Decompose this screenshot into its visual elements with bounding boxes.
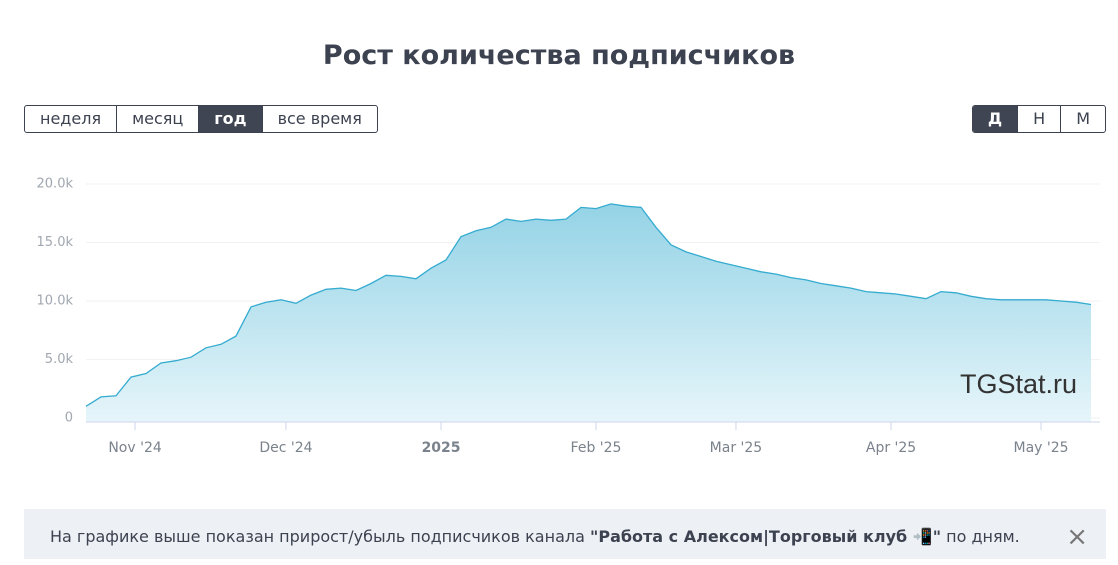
toggle-button[interactable]: М — [1060, 106, 1105, 132]
toggle-button[interactable]: месяц — [116, 106, 198, 132]
x-tick-label: 2025 — [422, 440, 461, 456]
period-group: неделя месяц год все время — [24, 105, 378, 133]
note-after: по дням. — [946, 527, 1020, 546]
toggle-button[interactable]: неделя — [40, 109, 102, 128]
y-tick-label: 10.0k — [37, 294, 74, 309]
x-tick-label: May '25 — [1014, 440, 1069, 456]
note-before: На графике выше показан прирост/убыль по… — [50, 527, 585, 546]
x-tick-label: Apr '25 — [866, 440, 916, 456]
toggle-button[interactable]: Д — [972, 106, 1018, 132]
note: На графике выше показан прирост/убыль по… — [24, 509, 1106, 559]
y-tick-label: 0 — [65, 411, 73, 426]
area — [86, 203, 1091, 422]
x-tick-label: Dec '24 — [259, 440, 312, 456]
y-tick-label: 5.0k — [45, 352, 74, 367]
toggle-button[interactable]: все время — [261, 106, 377, 132]
watermark: TGStat.ru — [960, 369, 1077, 399]
y-tick-label: 15.0k — [37, 235, 74, 250]
x-tick-label: Feb '25 — [571, 440, 622, 456]
x-tick-label: Mar '25 — [710, 440, 763, 456]
x-tick-label: Nov '24 — [108, 440, 162, 456]
chart: 0 5.0k 10.0k 15.0k 20.0k Nov '24 Dec '24 2025 Fe… — [37, 177, 1100, 456]
note-text: На графике выше показан прирост/убыль по… — [50, 509, 1020, 565]
title: Рост количества подписчиков — [322, 40, 796, 71]
channel-name: "Работа с Алексом|Торговый клуб 📲" — [590, 527, 942, 546]
y-tick-label: 20.0k — [37, 177, 74, 192]
line — [85, 203, 1092, 407]
toggle-button[interactable]: год — [198, 106, 262, 132]
close-button[interactable]: × — [1066, 522, 1088, 552]
toggle-button[interactable]: Н — [1017, 106, 1060, 132]
